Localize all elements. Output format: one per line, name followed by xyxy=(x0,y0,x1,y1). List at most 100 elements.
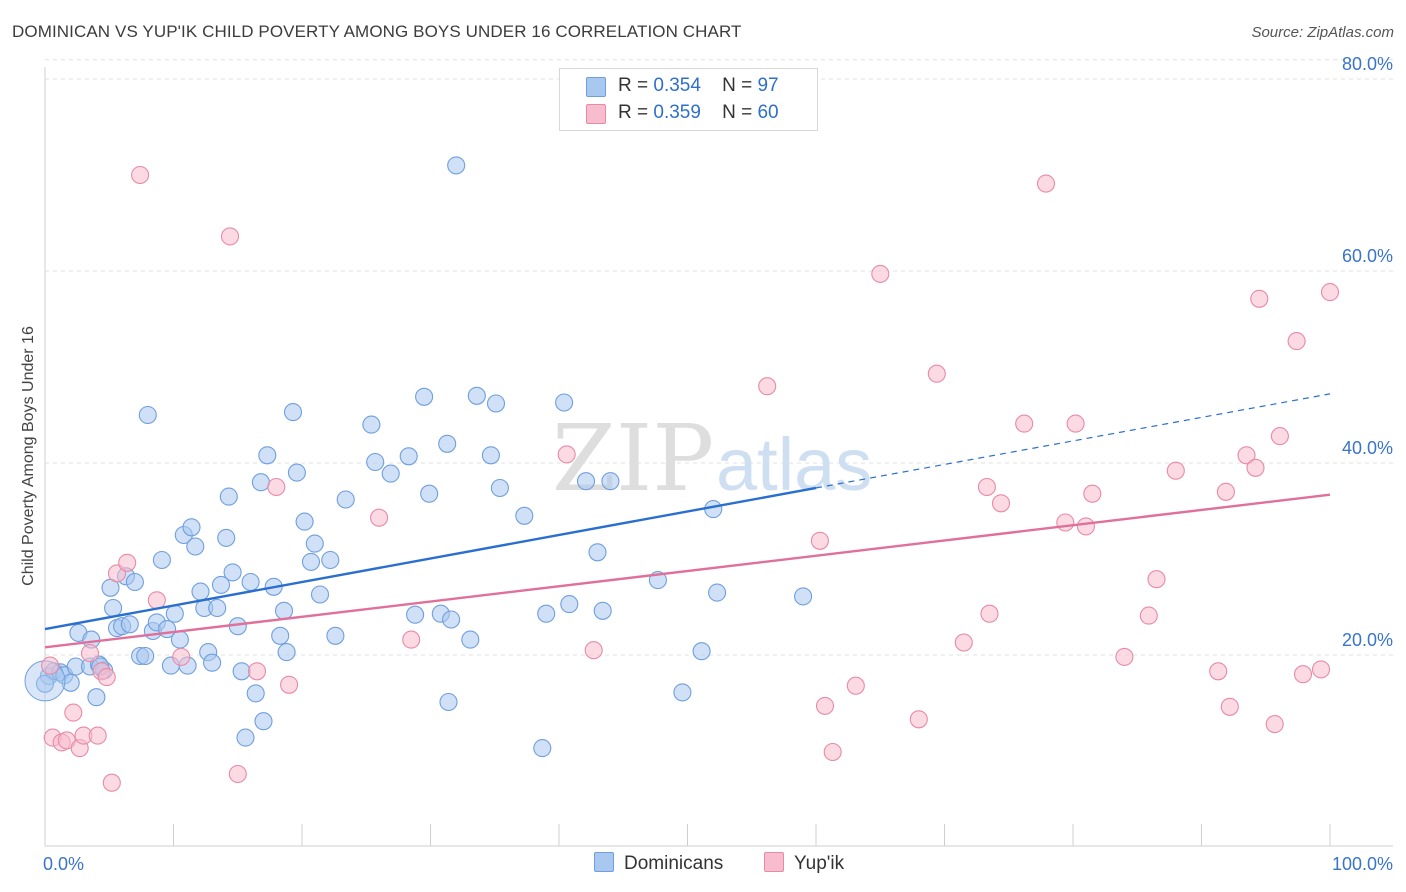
data-point xyxy=(241,572,260,592)
data-point xyxy=(87,688,106,707)
data-point xyxy=(1320,283,1340,302)
data-point xyxy=(1246,458,1265,477)
data-point xyxy=(310,585,330,604)
data-point xyxy=(1209,662,1228,681)
y-axis-label: Child Poverty Among Boys Under 16 xyxy=(20,326,37,586)
data-point xyxy=(217,528,236,547)
data-point xyxy=(271,626,290,645)
y-tick-label: 80.0% xyxy=(1342,54,1393,74)
data-point xyxy=(420,484,439,503)
data-point xyxy=(1083,484,1102,503)
data-point xyxy=(88,726,107,745)
trend-line xyxy=(44,486,817,631)
data-point xyxy=(708,583,727,602)
data-point xyxy=(438,434,457,453)
data-point xyxy=(1147,570,1166,589)
legend: R = 0.354 N = 97 R = 0.359 N = 60 xyxy=(559,68,818,131)
data-point xyxy=(1056,513,1075,532)
data-point xyxy=(186,537,205,556)
data-point xyxy=(80,644,100,663)
data-point xyxy=(537,604,556,623)
data-point xyxy=(220,227,240,246)
data-point xyxy=(1216,482,1235,501)
data-point xyxy=(515,506,534,525)
bottom-legend-swatch-dominicans xyxy=(594,852,614,872)
grid-lines xyxy=(45,59,1393,656)
data-point xyxy=(301,552,321,571)
data-point xyxy=(758,377,777,396)
data-point xyxy=(1015,414,1034,433)
y-tick-label: 20.0% xyxy=(1342,630,1393,650)
legend-r-value: 0.359 xyxy=(653,102,701,123)
y-tick-label: 60.0% xyxy=(1342,246,1393,266)
data-point xyxy=(254,712,273,731)
data-point xyxy=(1115,647,1134,666)
series-dominicans xyxy=(24,156,813,758)
data-point xyxy=(305,534,324,553)
data-point xyxy=(1265,715,1284,734)
data-point xyxy=(236,728,255,747)
data-point xyxy=(692,642,711,661)
bottom-legend-dominicans[interactable]: Dominicans xyxy=(594,852,723,875)
source-label: Source: ZipAtlas.com xyxy=(1251,24,1394,41)
data-point xyxy=(97,668,116,687)
y-tick-label: 40.0% xyxy=(1342,438,1393,458)
data-point xyxy=(673,683,692,702)
data-point xyxy=(1237,446,1256,465)
data-point xyxy=(846,676,865,695)
data-point xyxy=(490,478,509,498)
legend-n-value: 60 xyxy=(757,102,779,123)
data-point xyxy=(1036,174,1056,193)
data-point xyxy=(555,393,574,412)
x-tick-label: 0.0% xyxy=(43,854,84,874)
data-point xyxy=(258,446,277,465)
data-point xyxy=(954,633,973,652)
data-point xyxy=(1270,427,1289,446)
x-tick-labels: 0.0% 100.0% xyxy=(43,854,1393,874)
data-point xyxy=(35,674,55,693)
data-point xyxy=(439,692,458,712)
trend-lines xyxy=(44,393,1331,649)
x-tick-label: 100.0% xyxy=(1332,854,1393,874)
data-point xyxy=(120,615,139,634)
bottom-legend-yupik[interactable]: Yup'ik xyxy=(764,852,844,875)
data-point xyxy=(267,477,286,497)
data-point xyxy=(1250,289,1269,308)
series-yupik xyxy=(41,165,1340,792)
data-point xyxy=(61,673,80,692)
data-point xyxy=(136,646,155,666)
data-point xyxy=(871,264,890,283)
data-point xyxy=(909,710,928,729)
data-point xyxy=(228,764,247,784)
data-point xyxy=(247,662,267,681)
data-point xyxy=(557,445,576,464)
data-point xyxy=(287,463,306,482)
data-point xyxy=(406,605,425,624)
data-point xyxy=(125,572,144,592)
chart-title: DOMINICAN VS YUP'IK CHILD POVERTY AMONG … xyxy=(12,22,742,41)
data-point xyxy=(402,630,421,649)
data-point xyxy=(576,472,596,491)
data-point xyxy=(1166,461,1185,480)
data-point xyxy=(182,518,201,537)
data-point xyxy=(977,477,996,497)
data-point xyxy=(170,630,189,649)
legend-r-value: 0.354 xyxy=(653,75,701,96)
data-point xyxy=(280,675,299,694)
data-point xyxy=(486,394,506,413)
data-point xyxy=(232,662,251,681)
data-point xyxy=(980,604,999,623)
data-point xyxy=(815,696,835,715)
watermark-zip: ZIP xyxy=(552,405,714,512)
data-point xyxy=(104,598,123,618)
data-point xyxy=(584,641,603,660)
data-point xyxy=(560,595,579,614)
data-point xyxy=(64,703,83,722)
data-point xyxy=(481,446,500,465)
data-point xyxy=(131,165,150,185)
legend-n-label: N = xyxy=(722,102,753,123)
data-point xyxy=(381,464,400,483)
legend-n-label: N = xyxy=(722,75,753,96)
data-point xyxy=(991,494,1011,513)
